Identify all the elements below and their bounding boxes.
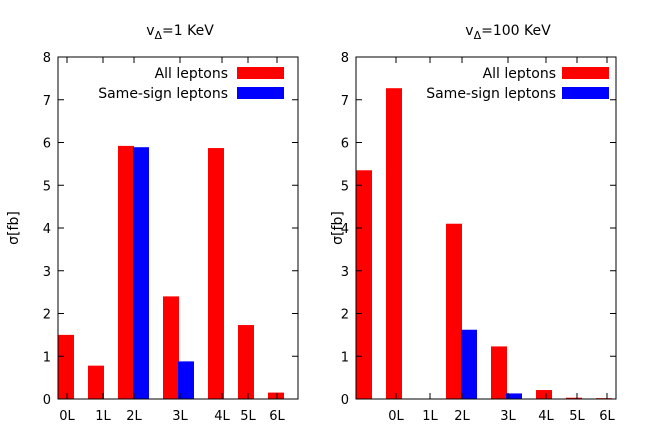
bar-all-0L bbox=[58, 334, 74, 399]
legend-swatch bbox=[562, 67, 609, 79]
x-tick-label: 5L bbox=[240, 409, 256, 424]
x-tick-label: 1L bbox=[422, 409, 438, 424]
bar-all-3L bbox=[163, 296, 179, 399]
y-tick-label: 0 bbox=[341, 393, 349, 408]
y-tick-label: 4 bbox=[341, 222, 349, 237]
bar-all-4L bbox=[208, 148, 224, 399]
x-tick-label: 0L bbox=[59, 409, 75, 424]
x-tick-label: 4L bbox=[538, 409, 554, 424]
bar-all-5L bbox=[238, 325, 254, 399]
bar-all-1L bbox=[386, 88, 402, 400]
bar-all-3L bbox=[491, 346, 507, 399]
bar-same-sign-2L bbox=[461, 329, 477, 399]
y-axis-label: σ[fb] bbox=[330, 211, 346, 245]
bar-all-1L bbox=[88, 365, 104, 399]
chart-panel-2: vΔ=100 KeV σ[fb] 0 1 2 3 4 5 6 7 8 0L 1L 2L 3L 4L 5L 6L Al… bbox=[330, 23, 617, 424]
y-tick-label: 0 bbox=[43, 393, 51, 408]
legend-swatch bbox=[562, 87, 609, 99]
y-tick-label: 4 bbox=[43, 222, 51, 237]
y-tick-label: 7 bbox=[341, 94, 349, 109]
x-tick-label: 6L bbox=[269, 409, 285, 424]
chart-panel-1: vΔ=1 KeV σ[fb] 0 1 2 3 4 5 6 7 8 0L 1L 2L 3L 4L 5L 6L All … bbox=[6, 23, 299, 424]
y-tick-label: 1 bbox=[43, 350, 51, 365]
y-tick-label: 8 bbox=[43, 51, 51, 66]
legend-label: All leptons bbox=[483, 66, 556, 82]
y-tick-label: 3 bbox=[43, 265, 51, 280]
y-tick-label: 6 bbox=[341, 137, 349, 152]
x-tick-label: 3L bbox=[172, 409, 188, 424]
y-tick-label: 5 bbox=[43, 179, 51, 194]
bar-same-sign-3L bbox=[178, 361, 194, 399]
legend-label: All leptons bbox=[155, 66, 228, 82]
bar-all-0L bbox=[356, 170, 372, 399]
y-tick-label: 2 bbox=[43, 308, 51, 323]
x-tick-label: 2L bbox=[126, 409, 142, 424]
bar-all-4L bbox=[536, 390, 552, 399]
bar-all-6L bbox=[268, 392, 284, 399]
y-tick-label: 6 bbox=[43, 137, 51, 152]
bar-all-2L bbox=[118, 145, 134, 399]
legend-swatch bbox=[237, 67, 284, 79]
bar-same-sign-2L bbox=[133, 147, 149, 399]
x-tick-label: 4L bbox=[214, 409, 230, 424]
y-tick-label: 1 bbox=[341, 350, 349, 365]
x-tick-label: 2L bbox=[454, 409, 470, 424]
bar-all-5L bbox=[566, 397, 582, 399]
chart-title: vΔ=100 KeV bbox=[465, 23, 551, 42]
legend-swatch bbox=[237, 87, 284, 99]
y-tick-label: 2 bbox=[341, 308, 349, 323]
y-tick-label: 7 bbox=[43, 94, 51, 109]
y-axis-label: σ[fb] bbox=[6, 211, 22, 245]
legend-label: Same-sign leptons bbox=[98, 86, 228, 102]
legend-label: Same-sign leptons bbox=[426, 86, 556, 102]
bar-same-sign-3L bbox=[506, 393, 522, 399]
x-tick-label: 1L bbox=[95, 409, 111, 424]
x-tick-label: 3L bbox=[500, 409, 516, 424]
chart-title: vΔ=1 KeV bbox=[146, 23, 214, 42]
x-tick-label: 5L bbox=[569, 409, 585, 424]
x-tick-label: 6L bbox=[599, 409, 615, 424]
x-tick-label: 0L bbox=[388, 409, 404, 424]
y-tick-label: 3 bbox=[341, 265, 349, 280]
y-tick-label: 8 bbox=[341, 51, 349, 66]
y-tick-label: 5 bbox=[341, 179, 349, 194]
bar-all-2L bbox=[446, 223, 462, 399]
